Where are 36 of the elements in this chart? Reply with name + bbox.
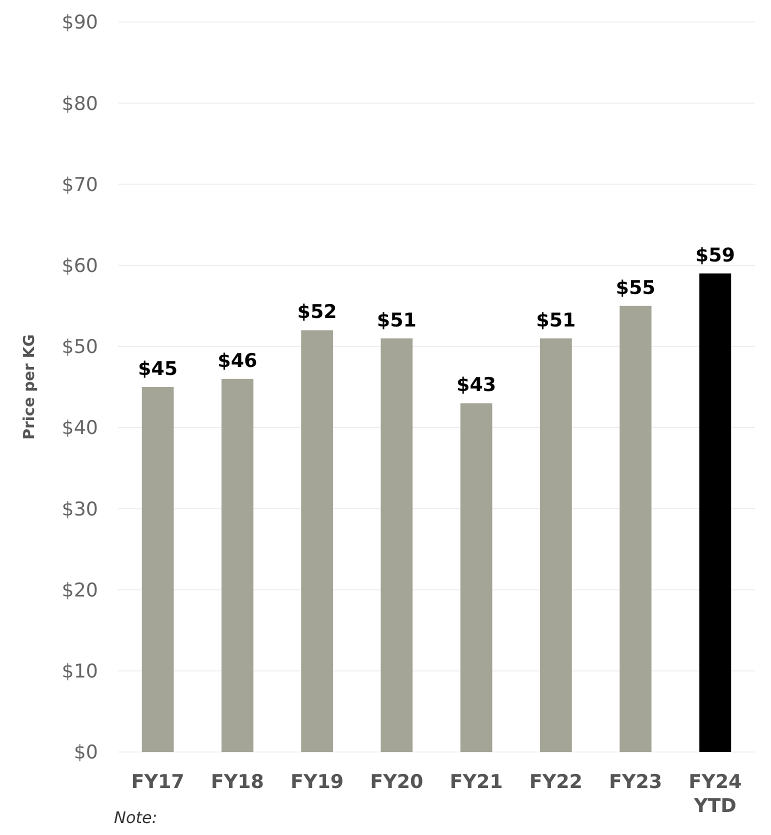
x-tick-label: FY21 xyxy=(450,771,503,793)
y-tick-label: $40 xyxy=(62,417,98,440)
data-label: $43 xyxy=(456,374,496,396)
bar xyxy=(460,403,492,752)
y-tick-label: $80 xyxy=(62,92,98,115)
y-tick-label: $60 xyxy=(62,254,98,277)
y-axis-title: Price per KG xyxy=(20,334,38,440)
y-tick-label: $20 xyxy=(62,579,98,602)
bar xyxy=(142,387,174,752)
bar xyxy=(699,273,732,752)
data-label: $51 xyxy=(536,309,576,332)
text: Note: xyxy=(114,808,158,827)
bar xyxy=(301,330,333,752)
y-tick-label: $70 xyxy=(62,174,98,196)
x-tick-label: FY22 xyxy=(529,771,583,793)
data-label: $52 xyxy=(297,301,337,324)
y-tick-label: $0 xyxy=(74,742,98,764)
x-tick-label: FY23 xyxy=(608,771,662,793)
bar xyxy=(380,338,413,752)
y-tick-label: $50 xyxy=(62,336,98,358)
x-tick-label: FY24 YTD xyxy=(688,771,742,817)
y-tick-label: $10 xyxy=(62,660,98,683)
data-label: $51 xyxy=(376,309,417,332)
x-tick-label: FY18 xyxy=(210,771,264,793)
data-label: $55 xyxy=(616,276,656,299)
bar xyxy=(222,378,254,752)
x-tick-label: FY19 xyxy=(290,771,344,793)
data-label: $45 xyxy=(138,358,178,380)
y-tick-label: $30 xyxy=(62,498,98,520)
data-label: $46 xyxy=(218,350,258,372)
data-label: $59 xyxy=(695,244,736,266)
bar xyxy=(620,306,652,752)
bar xyxy=(540,338,572,752)
y-tick-label: $90 xyxy=(62,12,98,34)
x-tick-label: FY20 xyxy=(370,771,424,793)
x-tick-label: FY17 xyxy=(131,771,184,793)
